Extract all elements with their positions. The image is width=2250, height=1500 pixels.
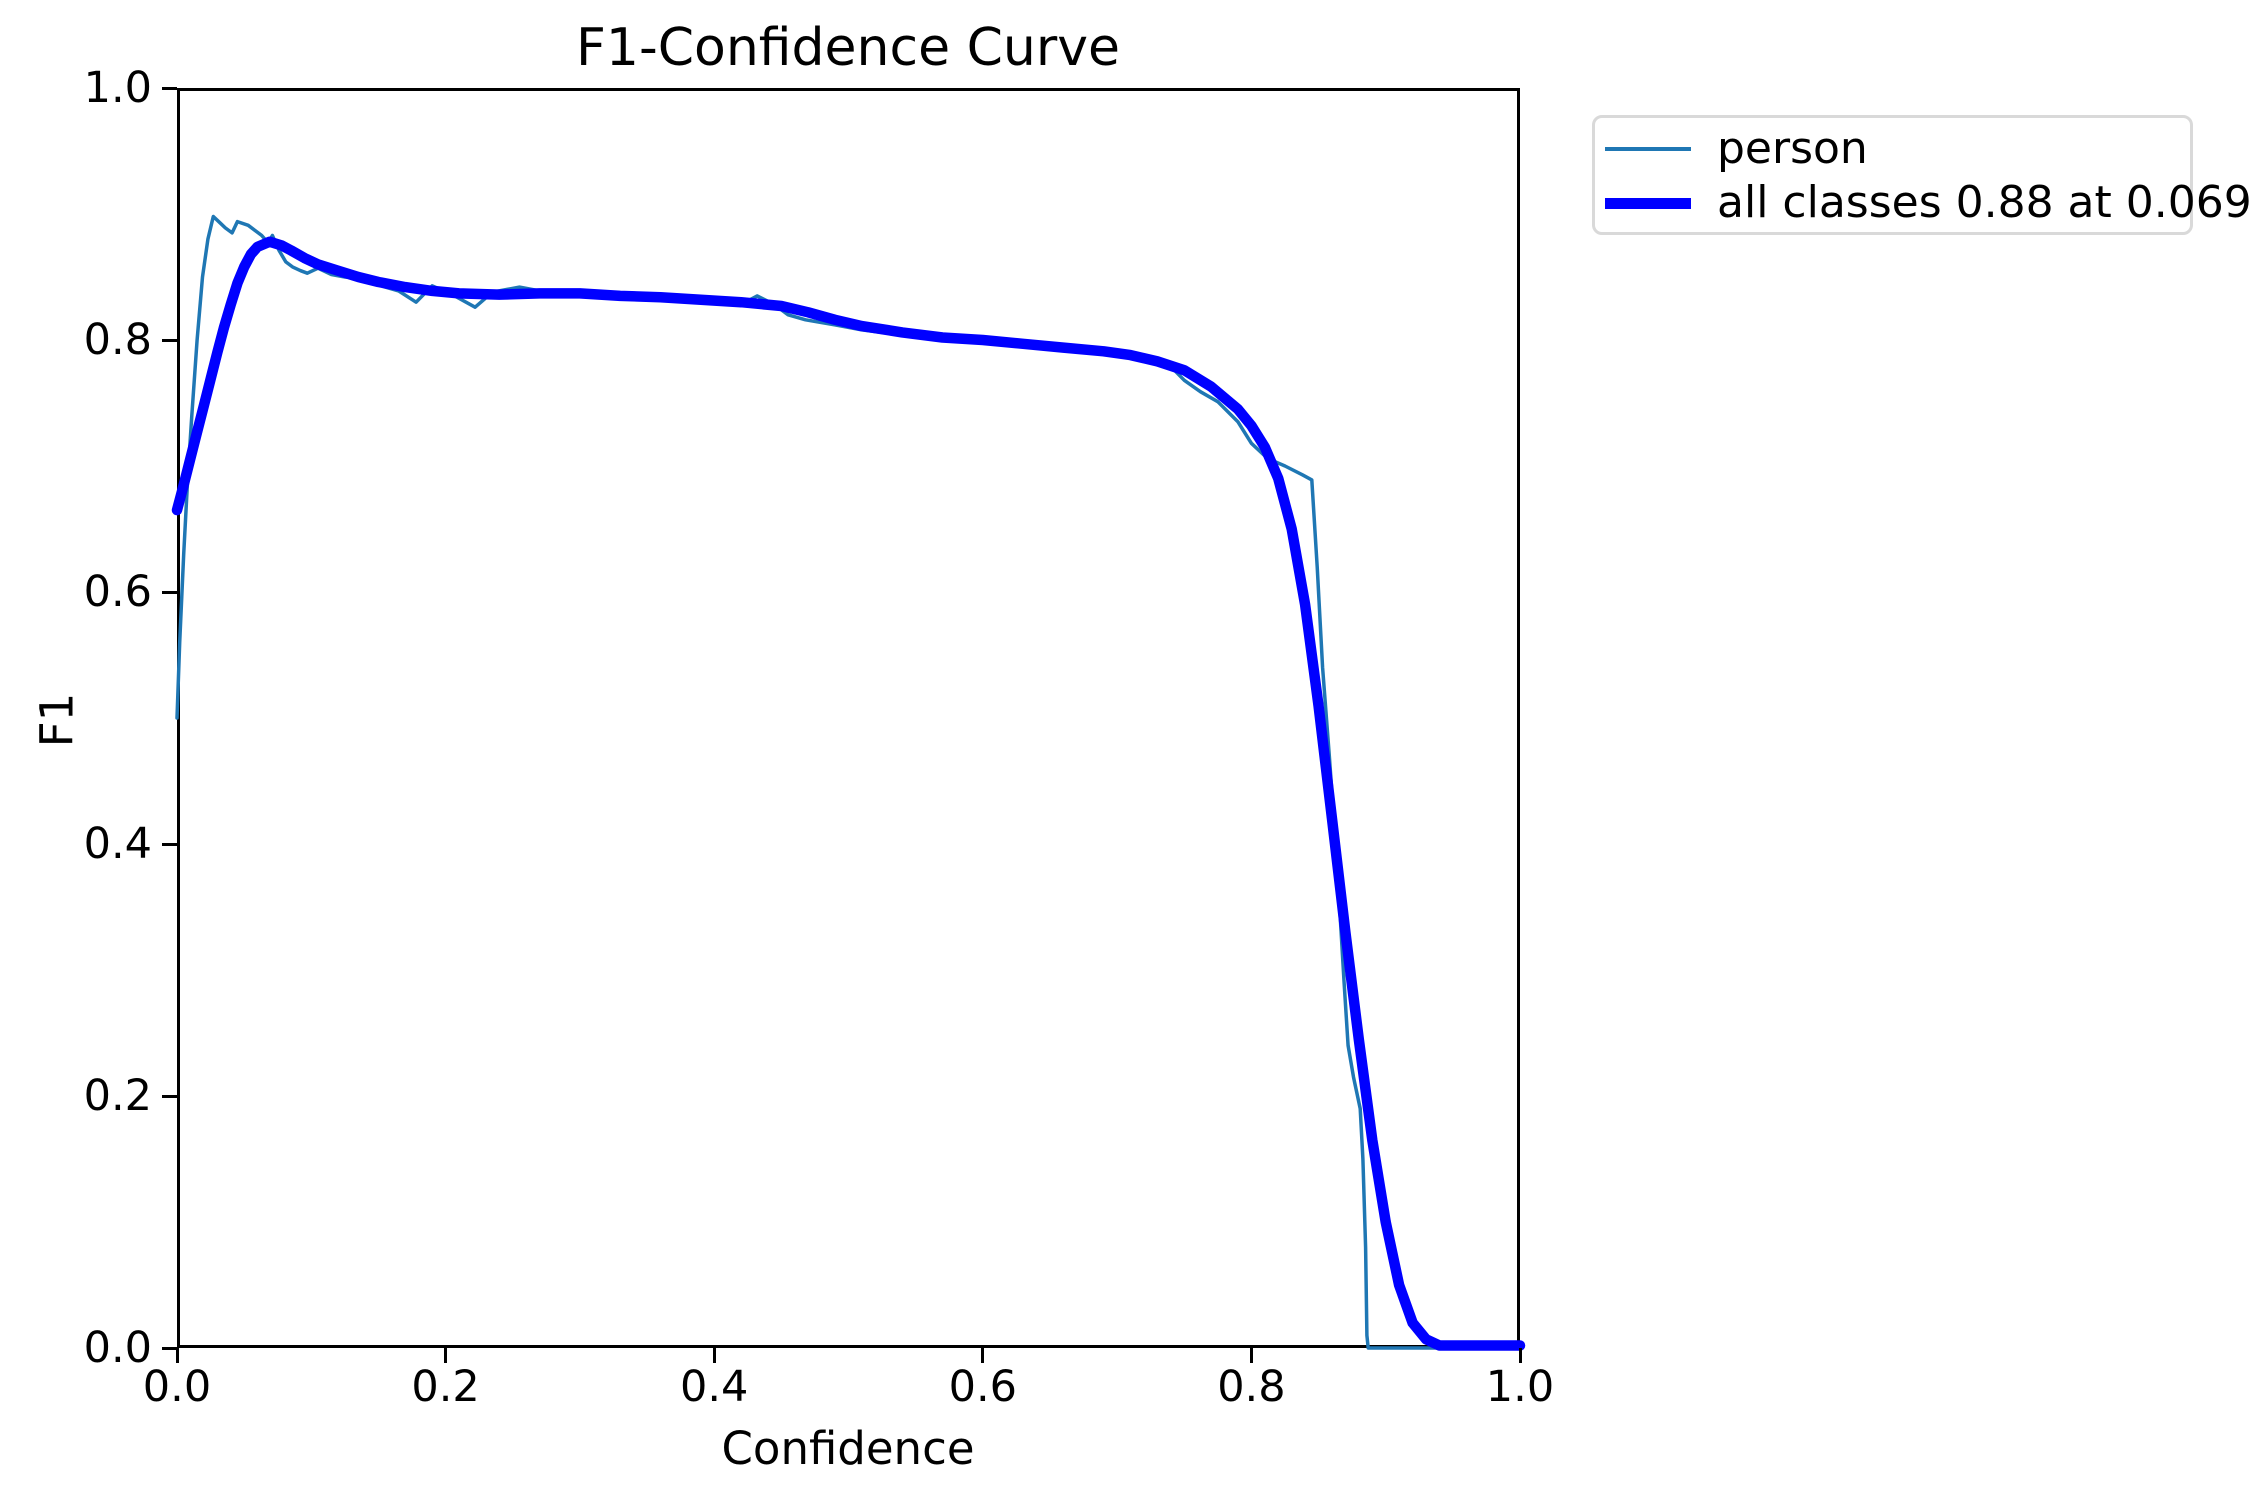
- y-tick-mark: [162, 338, 177, 342]
- y-tick-label: 0.0: [83, 1323, 152, 1373]
- y-tick-mark: [162, 842, 177, 846]
- x-tick-label: 1.0: [1485, 1362, 1555, 1412]
- x-tick-label: 0.0: [142, 1362, 212, 1412]
- x-tick-mark: [712, 1348, 716, 1363]
- person-curve: [175, 214, 1522, 1350]
- plot-area: [177, 88, 1520, 1348]
- y-tick-mark: [162, 590, 177, 594]
- x-tick-mark: [175, 1348, 179, 1363]
- y-tick-label: 0.2: [83, 1071, 152, 1121]
- x-tick-label: 0.8: [1217, 1362, 1286, 1412]
- y-tick-mark: [162, 86, 177, 90]
- x-tick-label: 0.6: [948, 1362, 1017, 1412]
- x-tick-mark: [444, 1348, 448, 1363]
- x-tick-mark: [1518, 1348, 1522, 1363]
- legend-label-all-classes: all classes 0.88 at 0.069: [1717, 177, 2250, 228]
- y-tick-label: 0.8: [83, 315, 152, 365]
- curves-svg: [171, 214, 1526, 1351]
- y-tick-mark: [162, 1346, 177, 1350]
- x-tick-label: 0.2: [411, 1362, 480, 1412]
- y-tick-label: 0.6: [83, 567, 152, 617]
- x-axis-label: Confidence: [721, 1422, 975, 1475]
- legend-line-sample-all-classes: [1605, 197, 1691, 209]
- legend-label-person: person: [1717, 123, 1868, 174]
- y-tick-label: 1.0: [83, 63, 152, 113]
- legend-item-person: person: [1605, 124, 1868, 174]
- y-tick-mark: [162, 1094, 177, 1098]
- chart-title: F1-Confidence Curve: [575, 18, 1121, 78]
- x-tick-mark: [981, 1348, 985, 1363]
- y-axis-label: F1: [30, 692, 84, 748]
- x-tick-label: 0.4: [679, 1362, 749, 1412]
- legend-item-all-classes: all classes 0.88 at 0.069: [1605, 178, 2250, 228]
- y-tick-label: 0.4: [83, 819, 152, 869]
- all-classes-curve: [171, 236, 1526, 1351]
- x-tick-mark: [1249, 1348, 1253, 1363]
- legend: person all classes 0.88 at 0.069: [1592, 115, 2250, 235]
- legend-line-sample-person: [1605, 147, 1691, 151]
